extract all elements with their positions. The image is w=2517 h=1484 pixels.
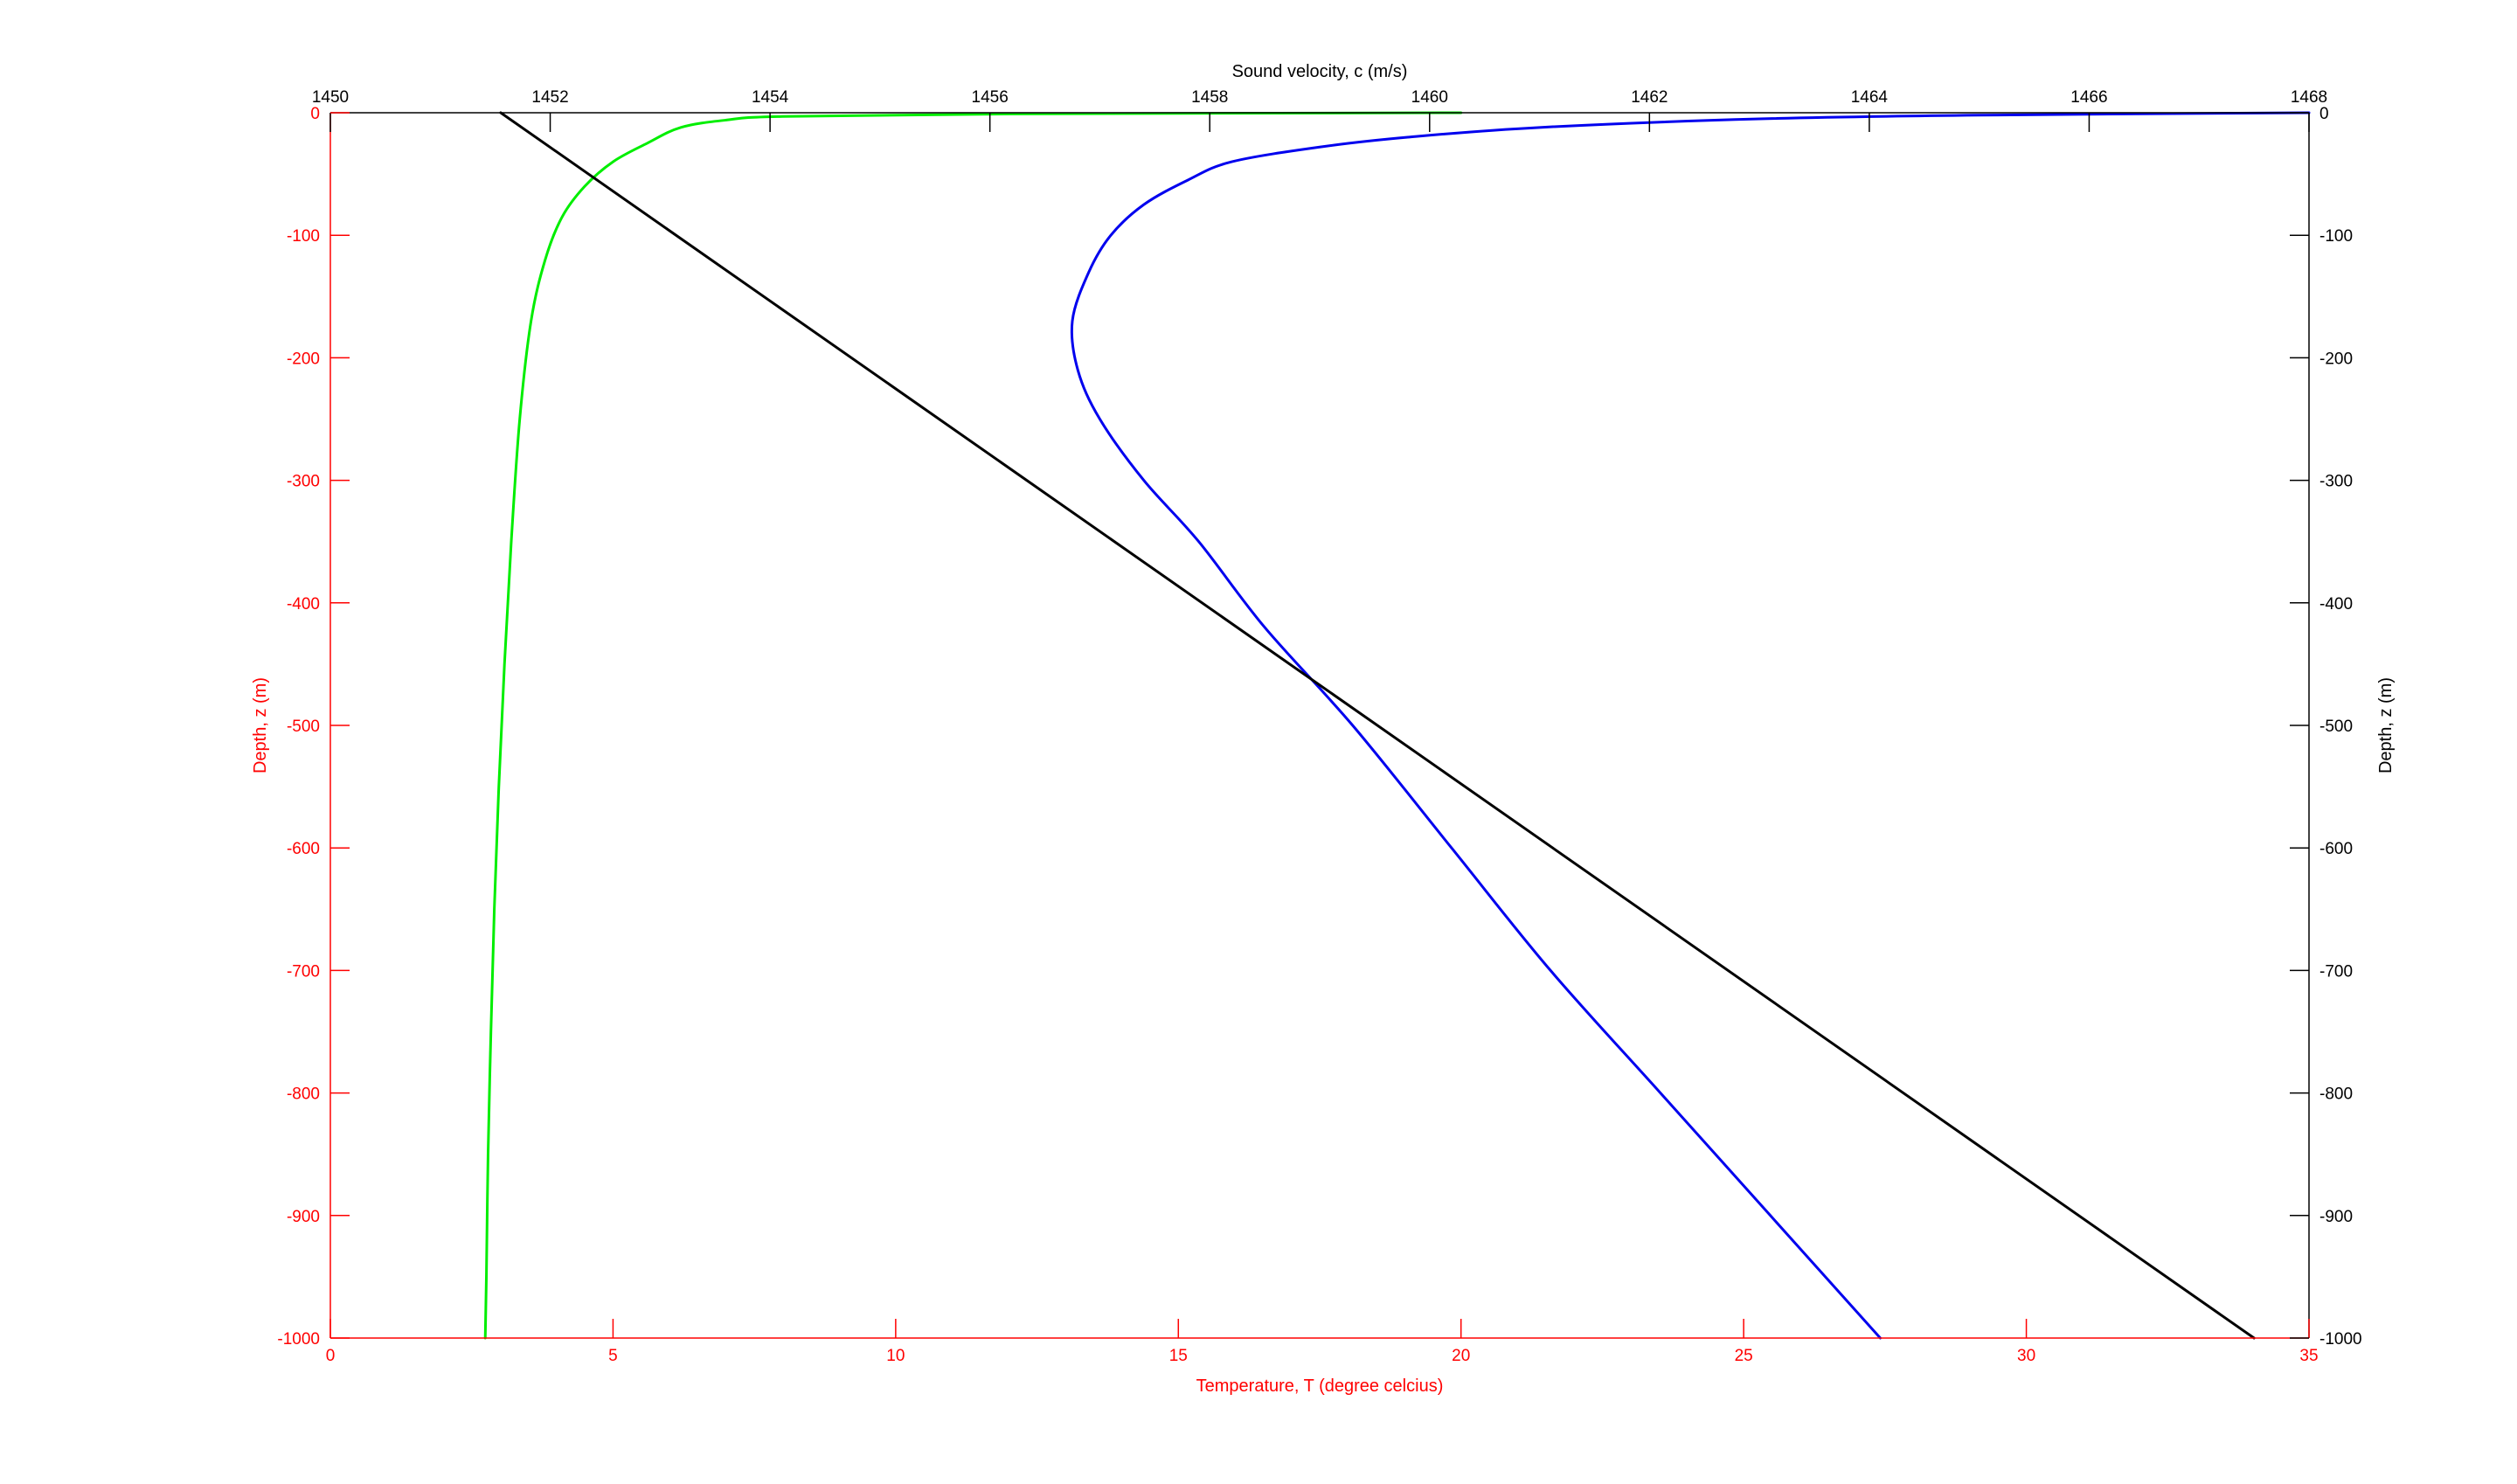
linear-velocity-curve — [499, 111, 2256, 1340]
right-tick-label: -900 — [2319, 1208, 2353, 1226]
top-tick-label: 1458 — [1191, 88, 1228, 107]
left-tick-label: -400 — [287, 595, 320, 614]
right-tick-label: -400 — [2319, 595, 2353, 614]
top-tick-label: 1464 — [1851, 88, 1889, 107]
bottom-tick-label: 0 — [326, 1347, 336, 1365]
right-tick-label: -700 — [2319, 962, 2353, 981]
top-tick-label: 1454 — [752, 88, 789, 107]
ticks-group: 0 5 10 15 20 25 30 35 1450 1452 1454 1456 1458 1460 14… — [277, 88, 2361, 1365]
right-tick-label: -1000 — [2319, 1330, 2362, 1349]
bottom-tick-label: 35 — [2299, 1347, 2318, 1365]
bottom-tick-label: 25 — [1735, 1347, 1753, 1365]
left-tick-label: -1000 — [277, 1330, 320, 1349]
bottom-tick-label: 10 — [886, 1347, 905, 1365]
bottom-tick-label: 30 — [2017, 1347, 2035, 1365]
left-tick-label: -700 — [287, 962, 320, 981]
left-tick-label: -200 — [287, 350, 320, 368]
right-tick-label: -800 — [2319, 1085, 2353, 1104]
axes-group — [329, 112, 2310, 1339]
left-tick-label: -800 — [287, 1085, 320, 1104]
curves-group — [483, 111, 2311, 1340]
top-tick-label: 1450 — [312, 88, 349, 107]
right-tick-label: -300 — [2319, 473, 2353, 491]
left-tick-label: -100 — [287, 227, 320, 246]
bottom-tick-label: 20 — [1452, 1347, 1470, 1365]
right-tick-label: -600 — [2319, 840, 2353, 858]
left-tick-label: -900 — [287, 1208, 320, 1226]
bottom-axis-label: Temperature, T (degree celcius) — [1196, 1377, 1444, 1396]
sound-velocity-curve — [1070, 111, 2311, 1340]
left-tick-label: 0 — [310, 105, 320, 123]
temperature-curve — [483, 111, 1463, 1340]
top-tick-label: 1452 — [531, 88, 568, 107]
left-tick-label: -600 — [287, 840, 320, 858]
right-tick-label: -100 — [2319, 227, 2353, 246]
left-tick-label: -300 — [287, 473, 320, 491]
top-tick-label: 1466 — [2070, 88, 2107, 107]
top-tick-label: 1456 — [972, 88, 1009, 107]
left-tick-label: -500 — [287, 718, 320, 736]
bottom-tick-label: 5 — [608, 1347, 618, 1365]
top-axis-label: Sound velocity, c (m/s) — [1232, 62, 1408, 81]
right-tick-label: 0 — [2319, 105, 2329, 123]
bottom-tick-label: 15 — [1169, 1347, 1188, 1365]
right-axis-label: Depth, z (m) — [2376, 677, 2396, 773]
right-tick-label: -500 — [2319, 718, 2353, 736]
top-tick-label: 1462 — [1631, 88, 1668, 107]
top-tick-label: 1468 — [2291, 88, 2327, 107]
top-tick-label: 1460 — [1411, 88, 1448, 107]
right-tick-label: -200 — [2319, 350, 2353, 368]
left-axis-label: Depth, z (m) — [251, 677, 270, 773]
